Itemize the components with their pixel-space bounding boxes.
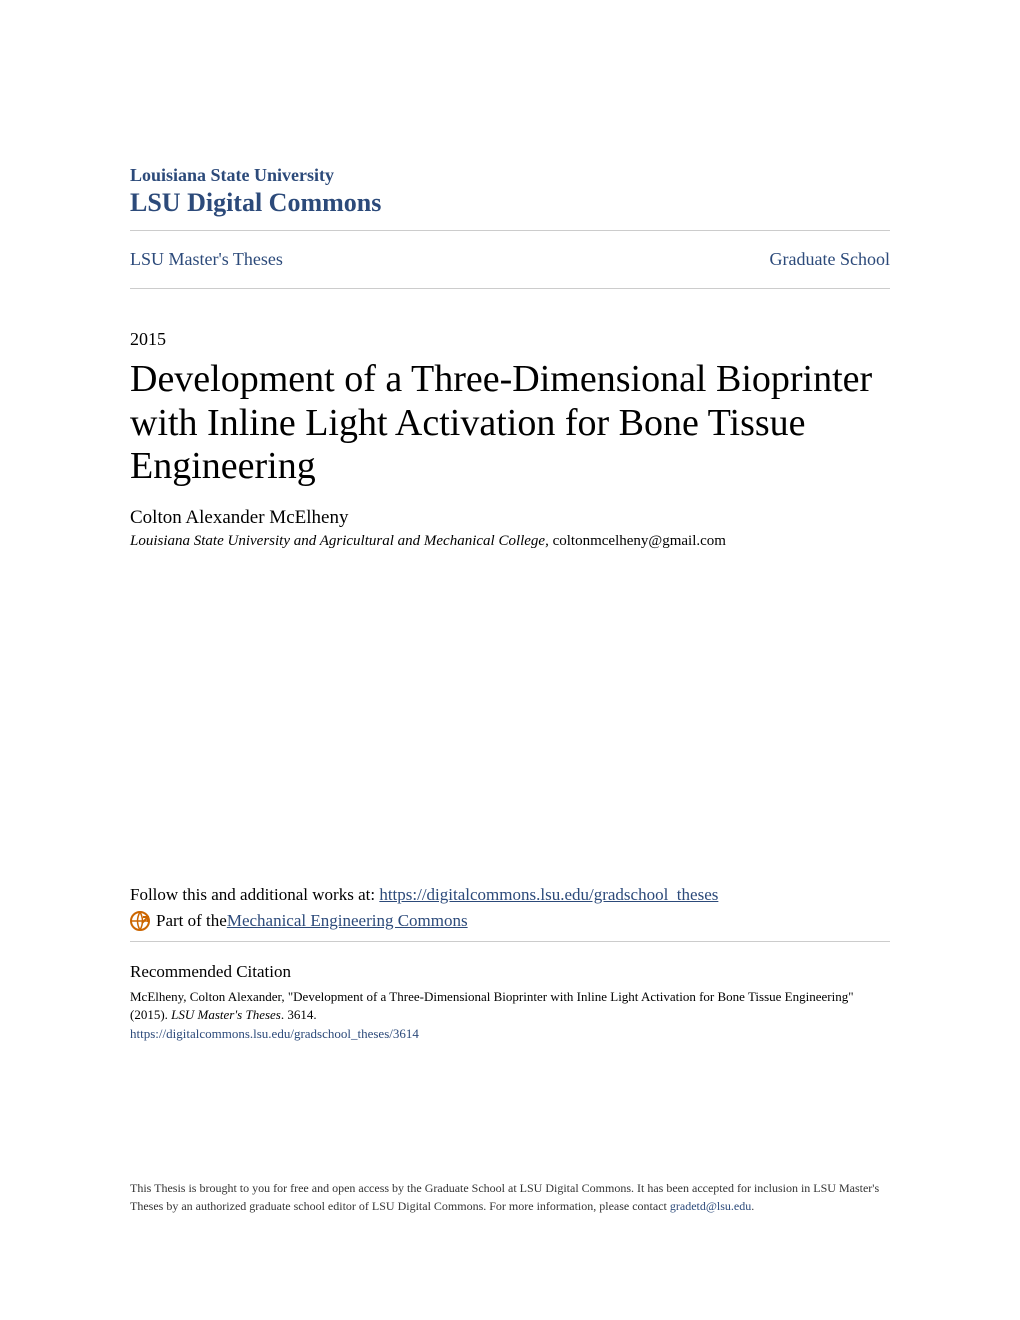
breadcrumb-collection-link[interactable]: LSU Master's Theses	[130, 249, 283, 270]
footer-text: This Thesis is brought to you for free a…	[130, 1179, 890, 1215]
citation-url-link[interactable]: https://digitalcommons.lsu.edu/gradschoo…	[130, 1026, 890, 1042]
footer-part2: .	[751, 1199, 754, 1213]
repository-name[interactable]: LSU Digital Commons	[130, 188, 890, 218]
footer-contact-link[interactable]: gradetd@lsu.edu	[670, 1199, 751, 1213]
author-email: coltonmcelheny@gmail.com	[553, 533, 726, 549]
citation-series: LSU Master's Theses	[171, 1007, 281, 1022]
follow-section: Follow this and additional works at: htt…	[130, 885, 890, 905]
author-name: Colton Alexander McElheny	[130, 507, 890, 529]
citation-text: McElheny, Colton Alexander, "Development…	[130, 988, 890, 1024]
author-affiliation: Louisiana State University and Agricultu…	[130, 533, 890, 550]
part-of-link[interactable]: Mechanical Engineering Commons	[227, 911, 468, 931]
divider-top	[130, 230, 890, 231]
citation-heading: Recommended Citation	[130, 962, 890, 982]
citation-part2: . 3614.	[281, 1007, 317, 1022]
divider-citation	[130, 941, 890, 942]
part-of-section: Part of the Mechanical Engineering Commo…	[130, 911, 890, 931]
breadcrumb-school-link[interactable]: Graduate School	[770, 249, 890, 270]
breadcrumb: LSU Master's Theses Graduate School	[130, 241, 890, 278]
header: Louisiana State University LSU Digital C…	[130, 165, 890, 218]
part-of-prefix: Part of the	[156, 911, 227, 931]
network-icon	[130, 911, 150, 931]
institution-name: Louisiana State University	[130, 165, 890, 186]
affiliation-separator: ,	[545, 533, 553, 549]
divider-breadcrumb	[130, 288, 890, 289]
follow-prefix: Follow this and additional works at:	[130, 885, 379, 904]
affiliation-institution: Louisiana State University and Agricultu…	[130, 533, 545, 549]
footer-part1: This Thesis is brought to you for free a…	[130, 1181, 879, 1213]
follow-link[interactable]: https://digitalcommons.lsu.edu/gradschoo…	[379, 885, 718, 904]
publication-year: 2015	[130, 329, 890, 350]
document-title: Development of a Three-Dimensional Biopr…	[130, 358, 890, 489]
citation-section: Recommended Citation McElheny, Colton Al…	[130, 952, 890, 1042]
